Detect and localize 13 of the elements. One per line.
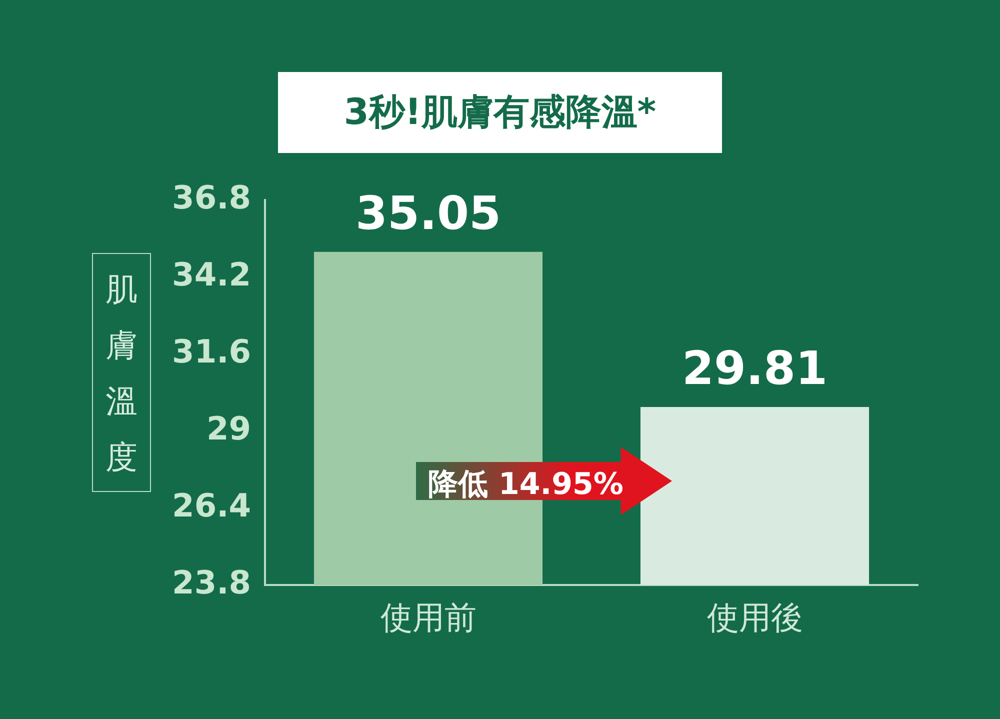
data-label: 35.05 (355, 186, 502, 240)
annotation: 降低 14.95% (428, 466, 624, 504)
y-tick-label: 34.2 (172, 255, 251, 294)
y-tick-label: 36.8 (172, 178, 251, 216)
y-tick-label: 23.8 (172, 563, 251, 602)
x-tick-label: 使用後 (706, 598, 803, 637)
y-tick-label: 26.4 (172, 486, 251, 524)
y-tick-label: 31.6 (172, 332, 251, 370)
y-tick-label: 29 (206, 409, 251, 448)
data-label: 29.81 (682, 340, 828, 395)
chart-title: 3秒!肌膚有感降溫* (278, 72, 722, 153)
x-tick-label: 使用前 (380, 598, 476, 637)
y-axis-title: 肌膚溫度 (106, 268, 138, 478)
